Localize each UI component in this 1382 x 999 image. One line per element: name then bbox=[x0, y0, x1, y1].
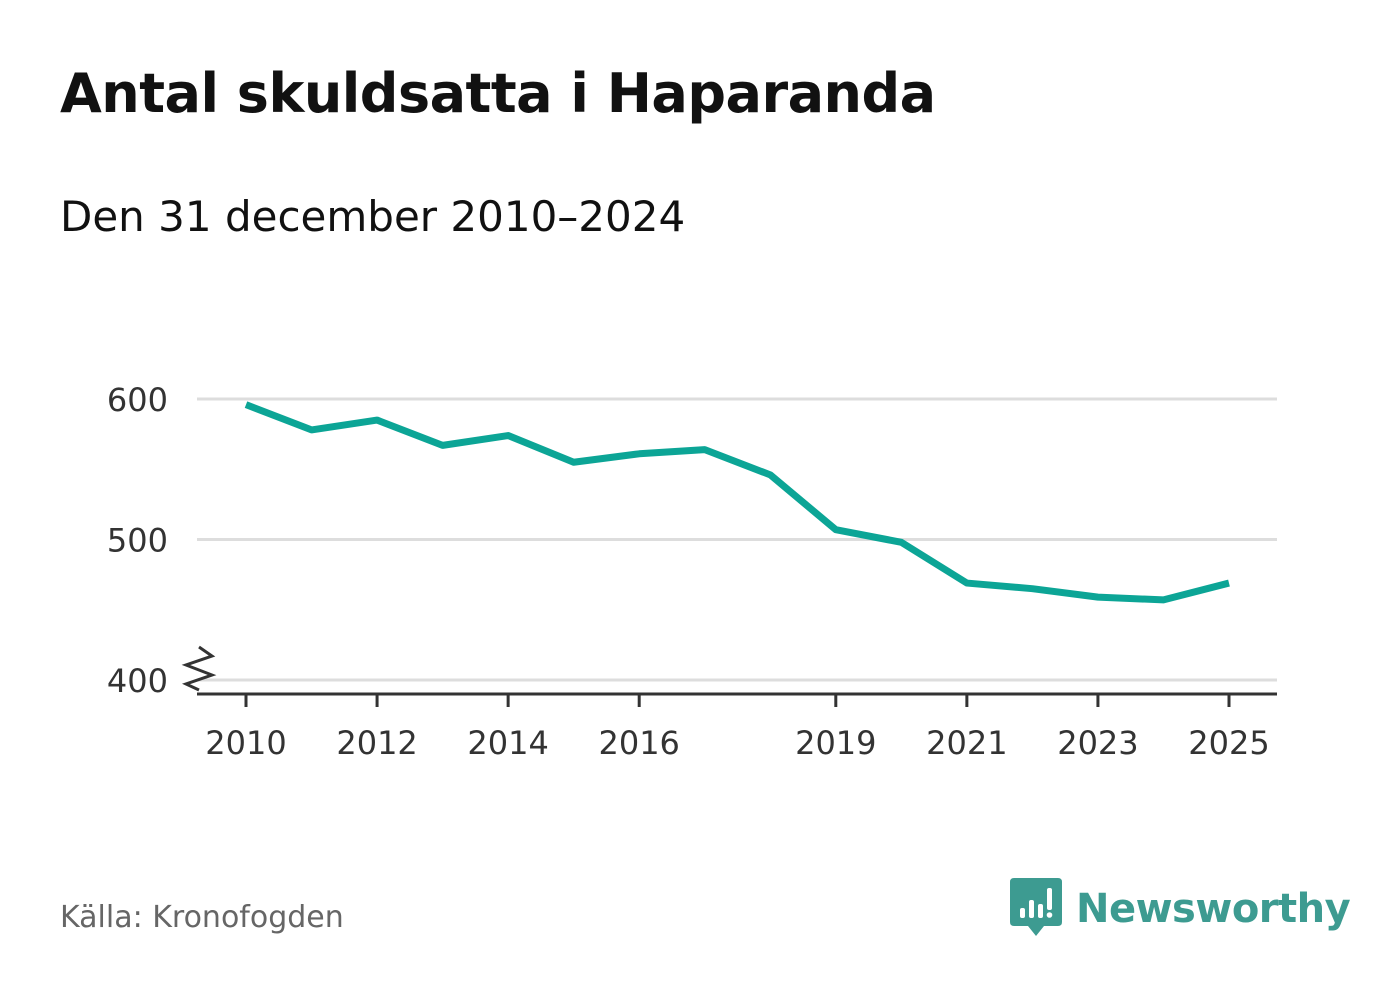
x-tick-label-2023: 2023 bbox=[1057, 724, 1138, 762]
x-axis bbox=[181, 645, 1277, 707]
x-tick-label-2014: 2014 bbox=[467, 724, 548, 762]
brand-name: Newsworthy bbox=[1076, 886, 1351, 932]
x-tick-label-2025: 2025 bbox=[1188, 724, 1269, 762]
gridlines bbox=[197, 397, 1277, 682]
x-tick-label-2021: 2021 bbox=[926, 724, 1007, 762]
series bbox=[244, 401, 1230, 604]
x-tick-label-2019: 2019 bbox=[795, 724, 876, 762]
x-tick-label-2016: 2016 bbox=[598, 724, 679, 762]
x-tick-label-2012: 2012 bbox=[336, 724, 417, 762]
y-tick-label-500: 500 bbox=[107, 522, 168, 560]
x-tick-label-2010: 2010 bbox=[205, 724, 286, 762]
chart-subtitle: Den 31 december 2010–2024 bbox=[60, 192, 686, 241]
y-axis-break bbox=[181, 645, 217, 692]
source-note: Källa: Kronofogden bbox=[60, 900, 344, 935]
y-axis-labels: 400 500 600 bbox=[107, 381, 168, 700]
newsworthy-logo-icon bbox=[1010, 878, 1062, 936]
chart-title: Antal skuldsatta i Haparanda bbox=[60, 62, 936, 125]
series-line-0 bbox=[244, 401, 1230, 604]
brand-logo: Newsworthy bbox=[1010, 876, 1351, 942]
x-axis-labels: 2010 2012 2014 2016 2019 2021 2023 2025 bbox=[205, 724, 1269, 762]
y-tick-label-400: 400 bbox=[107, 662, 168, 700]
y-tick-label-600: 600 bbox=[107, 381, 168, 419]
